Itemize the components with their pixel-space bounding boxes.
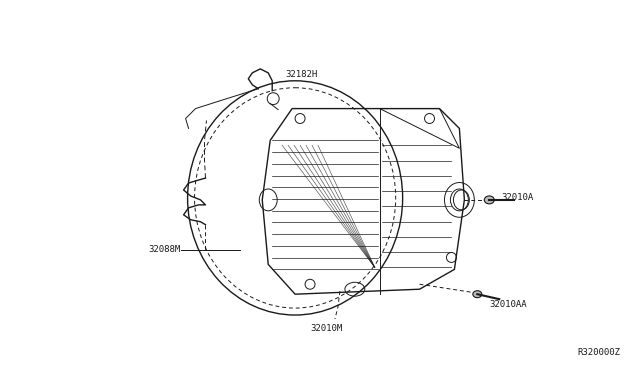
Text: 32182H: 32182H	[285, 70, 317, 79]
Text: R320000Z: R320000Z	[578, 348, 621, 357]
Text: 32010A: 32010A	[501, 193, 534, 202]
Text: 32010AA: 32010AA	[489, 299, 527, 309]
Text: 32088M: 32088M	[148, 245, 181, 254]
Ellipse shape	[473, 291, 482, 298]
Ellipse shape	[484, 196, 494, 204]
Text: 32010M: 32010M	[310, 324, 342, 333]
